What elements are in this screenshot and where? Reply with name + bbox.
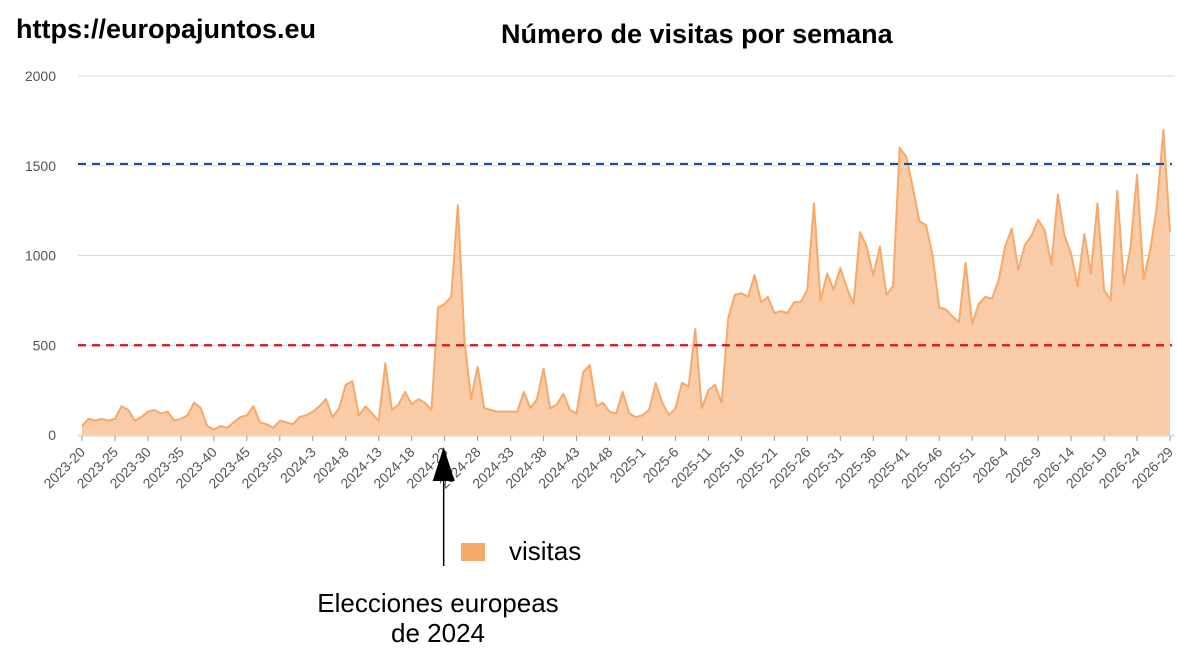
y-tick-label-2000: 2000 bbox=[25, 68, 56, 84]
annotation-arrow-head bbox=[432, 447, 455, 481]
annotation-arrow bbox=[432, 447, 455, 566]
x-tick-label-2024-3: 2024-3 bbox=[277, 444, 319, 486]
area-fill-visitas bbox=[82, 129, 1170, 435]
y-tick-label-1500: 1500 bbox=[25, 158, 56, 174]
series-visitas bbox=[81, 128, 1171, 435]
y-tick-label-500: 500 bbox=[33, 337, 57, 353]
legend: visitas bbox=[461, 536, 581, 567]
reference-lines bbox=[78, 162, 1172, 347]
y-axis: 0 500 1000 1500 2000 bbox=[25, 68, 56, 443]
annotation-text: Elecciones europeas de 2024 bbox=[268, 588, 608, 648]
x-tick-label-2026-4: 2026-4 bbox=[969, 444, 1011, 486]
chart-title: Número de visitas por semana bbox=[501, 19, 893, 49]
x-tick-label-2025-1: 2025-1 bbox=[606, 444, 648, 486]
legend-label-visitas: visitas bbox=[509, 536, 582, 566]
annotation-line-1: Elecciones europeas bbox=[317, 588, 559, 618]
site-url: https://europajuntos.eu bbox=[16, 14, 316, 44]
annotation-line-2: de 2024 bbox=[391, 618, 485, 648]
y-tick-label-0: 0 bbox=[48, 427, 56, 443]
legend-swatch-visitas bbox=[461, 542, 485, 561]
y-tick-label-1000: 1000 bbox=[25, 248, 56, 264]
line-visitas bbox=[81, 128, 1171, 431]
x-axis: 2023-202023-252023-302023-352023-402023-… bbox=[40, 435, 1176, 491]
